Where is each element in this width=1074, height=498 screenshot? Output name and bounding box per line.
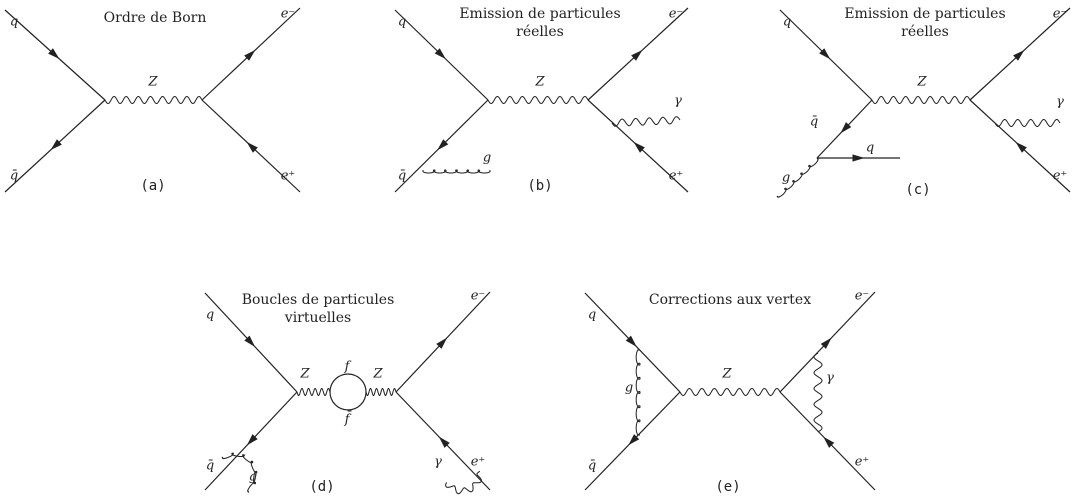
particle-label: e⁻ <box>471 289 486 304</box>
boson-wave <box>994 119 1061 127</box>
arrow <box>244 335 256 347</box>
particle-label: q <box>10 15 18 30</box>
particle-label: Z <box>372 367 383 382</box>
particle-label: Z <box>916 75 927 90</box>
arrow <box>823 436 835 448</box>
arrow <box>437 139 449 151</box>
particle-label: q̄ <box>10 169 18 184</box>
diagram-title: réelles <box>901 24 949 40</box>
particle-label: f̄ <box>344 411 353 428</box>
diagram-title: réelles <box>516 24 564 40</box>
arrow <box>820 337 832 349</box>
gluon <box>221 452 258 493</box>
particle-label: e⁺ <box>281 169 296 184</box>
caption: (a) <box>140 178 165 194</box>
particle-label: e⁺ <box>855 455 870 470</box>
arrow <box>244 49 256 61</box>
particle-label: e⁻ <box>855 289 870 304</box>
particle-label: q̄ <box>398 169 406 184</box>
particle-label: q̄ <box>206 459 214 474</box>
particle-label: γ <box>826 371 834 386</box>
gluon <box>776 157 819 198</box>
particle-label: e⁻ <box>1053 7 1068 22</box>
arrow <box>1015 141 1027 153</box>
particle-label: γ <box>1056 95 1064 110</box>
diagram-title: Ordre de Born <box>104 10 207 26</box>
fermion-loop <box>329 373 367 411</box>
particle-label: q <box>206 308 214 323</box>
arrow <box>434 48 446 60</box>
caption: (b) <box>527 178 552 194</box>
caption: (c) <box>905 182 930 198</box>
particle-label: g <box>625 381 633 396</box>
particle-label: q̄ <box>588 459 596 474</box>
diagram-title: Boucles de particules <box>242 292 395 308</box>
caption: (d) <box>309 479 334 495</box>
boson-wave <box>445 470 482 495</box>
particle-label: q <box>588 308 596 323</box>
particle-label: γ <box>674 94 682 109</box>
arrow <box>819 48 831 60</box>
diagram-title: Corrections aux vertex <box>649 292 811 308</box>
particle-label: Z <box>299 367 310 382</box>
diagram-title: Emission de particules <box>844 6 1005 22</box>
particle-label: e⁻ <box>669 7 684 22</box>
particle-label: e⁻ <box>281 7 296 22</box>
particle-label: g <box>249 470 257 485</box>
caption: (e) <box>715 479 740 495</box>
boson-wave <box>871 96 971 104</box>
particle-label: e⁺ <box>471 455 486 470</box>
arrow <box>1013 49 1025 61</box>
arrow <box>246 434 258 446</box>
particle-label: Z <box>147 75 158 90</box>
particle-label: e⁺ <box>1053 169 1068 184</box>
arrow <box>50 139 62 151</box>
particle-label: γ <box>434 455 442 470</box>
gluon <box>422 169 491 174</box>
arrow <box>852 154 865 162</box>
particle-label: g <box>483 151 491 166</box>
particle-label: q <box>866 141 874 156</box>
particle-label: g <box>782 171 790 186</box>
particle-label: q̄ <box>810 115 818 130</box>
diagram-title: Emission de particules <box>459 6 620 22</box>
arrow <box>438 436 450 448</box>
boson-wave <box>104 96 203 104</box>
particle-label: e⁺ <box>669 169 684 184</box>
arrow <box>840 122 852 134</box>
arrow <box>48 48 60 60</box>
boson-wave <box>487 96 589 104</box>
gluon <box>635 349 641 436</box>
particle-label: f <box>344 360 352 375</box>
boson-wave <box>813 352 823 433</box>
boson-wave <box>296 388 331 396</box>
particle-label: q <box>398 15 406 30</box>
arrow <box>246 141 258 153</box>
arrow <box>628 434 640 446</box>
boson-wave <box>365 388 397 396</box>
diagram-title: virtuelles <box>284 310 351 326</box>
particle-label: Z <box>534 75 545 90</box>
arrow <box>625 335 637 347</box>
boson-wave <box>611 116 681 127</box>
arrow <box>436 337 448 349</box>
particle-label: q <box>783 15 791 30</box>
particle-label: Z <box>721 367 732 382</box>
arrow <box>633 141 645 153</box>
boson-wave <box>679 388 781 396</box>
arrow <box>631 49 643 61</box>
